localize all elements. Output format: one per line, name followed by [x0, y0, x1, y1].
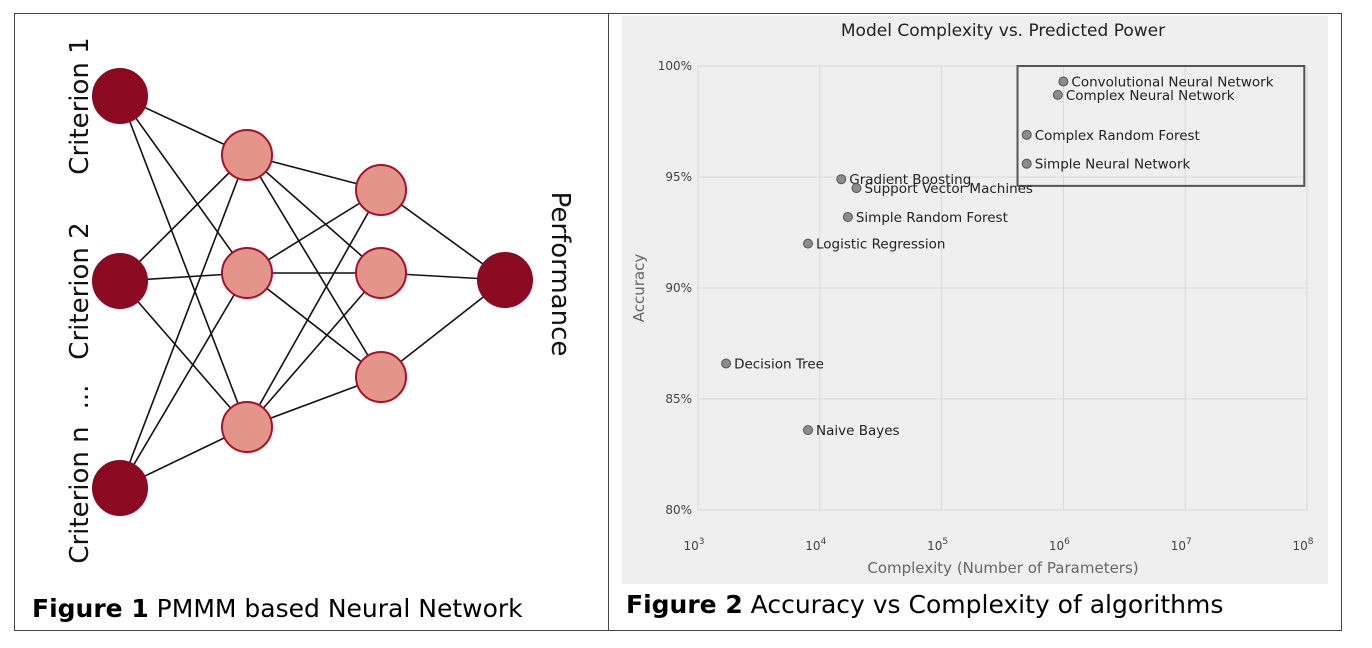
nn-edge-1-0-2	[246, 154, 382, 378]
nn-edge-0-2-1	[119, 272, 248, 489]
figure2-caption-text: Accuracy vs Complexity of algorithms	[742, 590, 1224, 619]
data-point-label: Complex Neural Network	[1066, 88, 1235, 104]
figure2-caption-bold: Figure 2	[626, 590, 743, 619]
nn-edges	[119, 95, 506, 489]
nn-edge-1-1-2	[246, 272, 382, 378]
data-point	[1058, 76, 1069, 87]
hidden-node-1-1	[221, 247, 273, 299]
nn-nodes	[92, 68, 533, 516]
data-point	[1021, 129, 1032, 140]
data-point-label: Convolutional Neural Network	[1071, 75, 1273, 91]
hidden-node-1-2	[221, 401, 273, 453]
nn-edge-1-1-0	[246, 189, 382, 274]
output-label: Performance	[545, 192, 575, 357]
nn-edge-1-0-1	[246, 154, 382, 274]
hidden-node-2-1	[355, 247, 407, 299]
hidden-node-2-2	[355, 351, 407, 403]
x-axis-label: Complexity (Number of Parameters)	[867, 559, 1138, 577]
y-tick-label: 95%	[665, 170, 692, 184]
data-point	[851, 183, 862, 194]
nn-edge-0-0-2	[119, 95, 248, 428]
data-point-label: Simple Random Forest	[856, 210, 1008, 226]
input-node-0	[92, 68, 148, 124]
output-node-0	[477, 252, 533, 308]
hidden-node-2-0	[355, 164, 407, 216]
nn-edge-0-0-1	[119, 95, 248, 274]
figure2-caption: Figure 2 Accuracy vs Complexity of algor…	[626, 590, 1223, 619]
data-point	[721, 358, 732, 369]
data-point-label: Simple Neural Network	[1035, 157, 1191, 173]
data-point-label: Decision Tree	[734, 356, 824, 372]
highlight-box	[1016, 65, 1306, 187]
y-tick-label: 85%	[665, 392, 692, 406]
nn-edge-1-2-1	[246, 272, 382, 428]
figure-frame	[14, 13, 1342, 631]
chart-grid	[697, 65, 1308, 511]
input-label-n: Criterion n	[65, 426, 95, 563]
input-label-2: Criterion 2	[65, 222, 95, 359]
nn-edge-0-1-0	[119, 154, 248, 282]
neural-network-diagram: Criterion 1 Criterion 2 ... Criterion n …	[65, 37, 575, 563]
data-point-label: Logistic Regression	[816, 237, 946, 253]
data-point	[842, 211, 853, 222]
data-point-label: Support Vector Machines	[864, 181, 1033, 197]
hidden-node-1-0	[221, 129, 273, 181]
nn-edge-0-2-0	[119, 154, 248, 489]
nn-edge-1-2-0	[246, 189, 382, 428]
data-point	[1021, 158, 1032, 169]
input-node-2	[92, 460, 148, 516]
input-label-1: Criterion 1	[65, 37, 95, 174]
data-point-label: Gradient Boosting	[849, 172, 971, 188]
figure1-caption-bold: Figure 1	[32, 594, 149, 623]
data-point	[802, 425, 813, 436]
chart-title: Model Complexity vs. Predicted Power	[841, 21, 1165, 41]
y-tick-label: 80%	[665, 503, 692, 517]
figure-divider	[608, 13, 609, 631]
accuracy-complexity-chart: Model Complexity vs. Predicted Power 103…	[622, 16, 1328, 584]
y-axis-ticks: 80% 85% 90% 95% 100%	[658, 59, 692, 517]
data-point-label: Naive Bayes	[816, 423, 900, 439]
y-tick-label: 90%	[665, 281, 692, 295]
input-label-ellipsis: ...	[65, 385, 95, 410]
y-axis-label: Accuracy	[630, 254, 648, 323]
input-node-1	[92, 253, 148, 309]
nn-edge-0-1-2	[119, 280, 248, 428]
data-point-label: Complex Random Forest	[1035, 128, 1200, 144]
data-point	[836, 174, 847, 185]
chart-background	[622, 16, 1328, 584]
data-point	[802, 238, 813, 249]
y-tick-label: 100%	[658, 59, 692, 73]
figure1-caption-text: PMMM based Neural Network	[148, 594, 523, 623]
data-point	[1052, 89, 1063, 100]
figure1-caption: Figure 1 PMMM based Neural Network	[32, 594, 523, 623]
